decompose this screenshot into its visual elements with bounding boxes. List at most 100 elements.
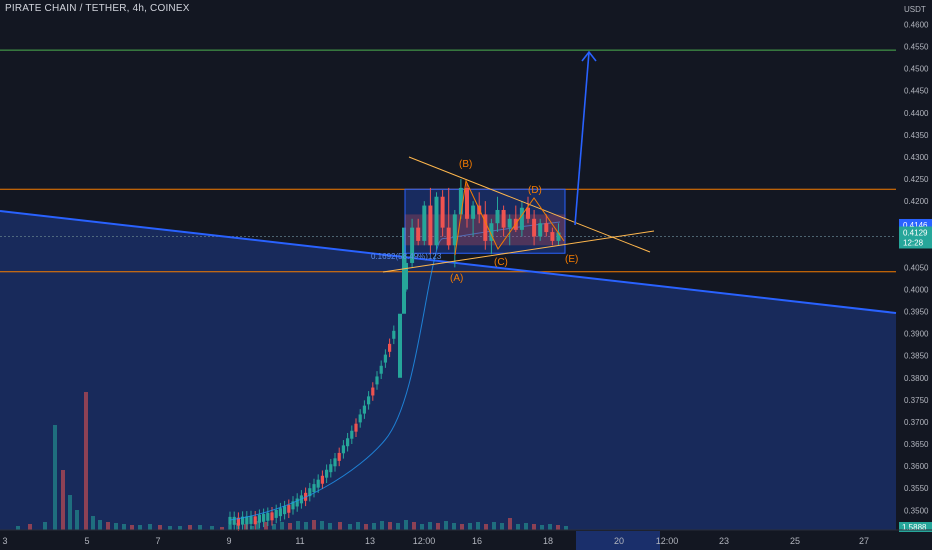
chart-title: PIRATE CHAIN / TETHER, 4h, COINEX bbox=[5, 3, 190, 14]
y-tick-label: 0.3950 bbox=[904, 308, 929, 317]
y-tick-label: 0.3750 bbox=[904, 396, 929, 405]
candle-body bbox=[253, 516, 257, 525]
candle-body bbox=[291, 501, 295, 510]
y-tick-label: 0.4200 bbox=[904, 197, 929, 206]
candle-body bbox=[483, 214, 488, 241]
y-tick-label: 0.4000 bbox=[904, 285, 929, 294]
y-tick-label: 0.3800 bbox=[904, 374, 929, 383]
candle-body bbox=[422, 205, 427, 241]
x-tick-label: 12:00 bbox=[656, 536, 679, 546]
volume-bar bbox=[312, 520, 316, 530]
volume-bar bbox=[114, 523, 118, 530]
wave-label: (A) bbox=[450, 273, 463, 284]
x-tick-label: 9 bbox=[226, 536, 231, 546]
y-tick-label: 0.3900 bbox=[904, 330, 929, 339]
wave-label: (B) bbox=[459, 159, 472, 170]
y-tick-label: 0.4250 bbox=[904, 175, 929, 184]
target-arrow bbox=[574, 51, 590, 226]
shaded-zone bbox=[0, 211, 896, 530]
y-tick-label: 0.3700 bbox=[904, 418, 929, 427]
volume-bar bbox=[452, 523, 456, 530]
candle-body bbox=[274, 509, 278, 518]
y-tick-label: 0.4400 bbox=[904, 109, 929, 118]
y-tick-label: 0.4450 bbox=[904, 87, 929, 96]
candle-body bbox=[507, 218, 512, 228]
volume-bar bbox=[420, 524, 424, 530]
volume-bar bbox=[178, 526, 182, 530]
candle-body bbox=[532, 218, 537, 237]
x-tick-label: 25 bbox=[790, 536, 800, 546]
candle-body bbox=[262, 513, 266, 522]
candle-body bbox=[379, 365, 383, 374]
x-tick-label: 27 bbox=[859, 536, 869, 546]
y-axis-unit: USDT bbox=[904, 5, 926, 14]
wave-label: (C) bbox=[494, 257, 508, 268]
candle-body bbox=[471, 205, 476, 219]
candle-body bbox=[295, 498, 299, 507]
last-price-badge bbox=[899, 226, 932, 249]
wave-label: (D) bbox=[528, 185, 542, 196]
lower-trend-line bbox=[382, 230, 655, 273]
y-tick-label: 0.3650 bbox=[904, 440, 929, 449]
candle-body bbox=[358, 414, 362, 423]
candle-body bbox=[440, 196, 445, 228]
candle-body bbox=[434, 196, 439, 246]
volume-bar bbox=[138, 525, 142, 530]
candle-body bbox=[354, 423, 358, 432]
candle-body bbox=[316, 479, 320, 488]
candle-body bbox=[388, 343, 392, 352]
volume-bar bbox=[540, 525, 544, 530]
candle-body bbox=[501, 209, 506, 228]
volume-bar bbox=[106, 522, 110, 530]
volume-bar bbox=[364, 524, 368, 530]
volume-bar bbox=[508, 518, 512, 530]
volume-bar bbox=[75, 510, 79, 530]
volume-bar bbox=[348, 524, 352, 530]
volume-bar bbox=[564, 526, 568, 530]
volume-bar bbox=[43, 522, 47, 530]
volume-bar bbox=[68, 495, 72, 530]
volume-bar bbox=[388, 522, 392, 530]
volume-bar bbox=[516, 524, 520, 530]
volume-bar bbox=[404, 520, 408, 530]
x-tick-label: 20 bbox=[614, 536, 624, 546]
y-tick-label: 0.4300 bbox=[904, 153, 929, 162]
volume-bar bbox=[288, 523, 292, 530]
candle-body bbox=[465, 187, 469, 219]
candle-body bbox=[329, 464, 333, 473]
marked-price-label: 0.4146 bbox=[903, 221, 928, 230]
candle-body bbox=[544, 223, 549, 233]
candle-body bbox=[320, 475, 324, 484]
volume-bar bbox=[148, 524, 152, 530]
marked-price-badge bbox=[899, 218, 932, 230]
candle-body bbox=[337, 452, 341, 461]
volume-bar bbox=[61, 470, 65, 530]
y-tick-label: 0.4600 bbox=[904, 21, 929, 30]
y-tick-label: 0.3600 bbox=[904, 462, 929, 471]
candle-body bbox=[410, 227, 415, 263]
y-tick-label: 0.3500 bbox=[904, 506, 929, 515]
volume-bar bbox=[98, 520, 102, 530]
candle-body bbox=[371, 387, 375, 396]
candle-body bbox=[283, 506, 287, 515]
volume-bar bbox=[296, 521, 300, 530]
candle-body bbox=[489, 223, 494, 241]
volume-bar bbox=[328, 523, 332, 530]
candle-body bbox=[452, 214, 457, 246]
candle-body bbox=[550, 232, 555, 241]
candle-body bbox=[241, 516, 245, 525]
volume-bar bbox=[130, 525, 134, 530]
x-tick-label: 7 bbox=[155, 536, 160, 546]
y-tick-label: 0.4550 bbox=[904, 43, 929, 52]
candle-body bbox=[278, 508, 282, 517]
volume-bar bbox=[220, 527, 224, 530]
volume-bar bbox=[304, 522, 308, 530]
candle-body bbox=[367, 396, 371, 405]
countdown-label: 12:28 bbox=[903, 238, 924, 247]
candle-body bbox=[495, 209, 500, 224]
volume-bar bbox=[524, 523, 528, 530]
x-tick-label: 5 bbox=[84, 536, 89, 546]
y-tick-label: 0.4050 bbox=[904, 263, 929, 272]
x-tick-label: 3 bbox=[2, 536, 7, 546]
